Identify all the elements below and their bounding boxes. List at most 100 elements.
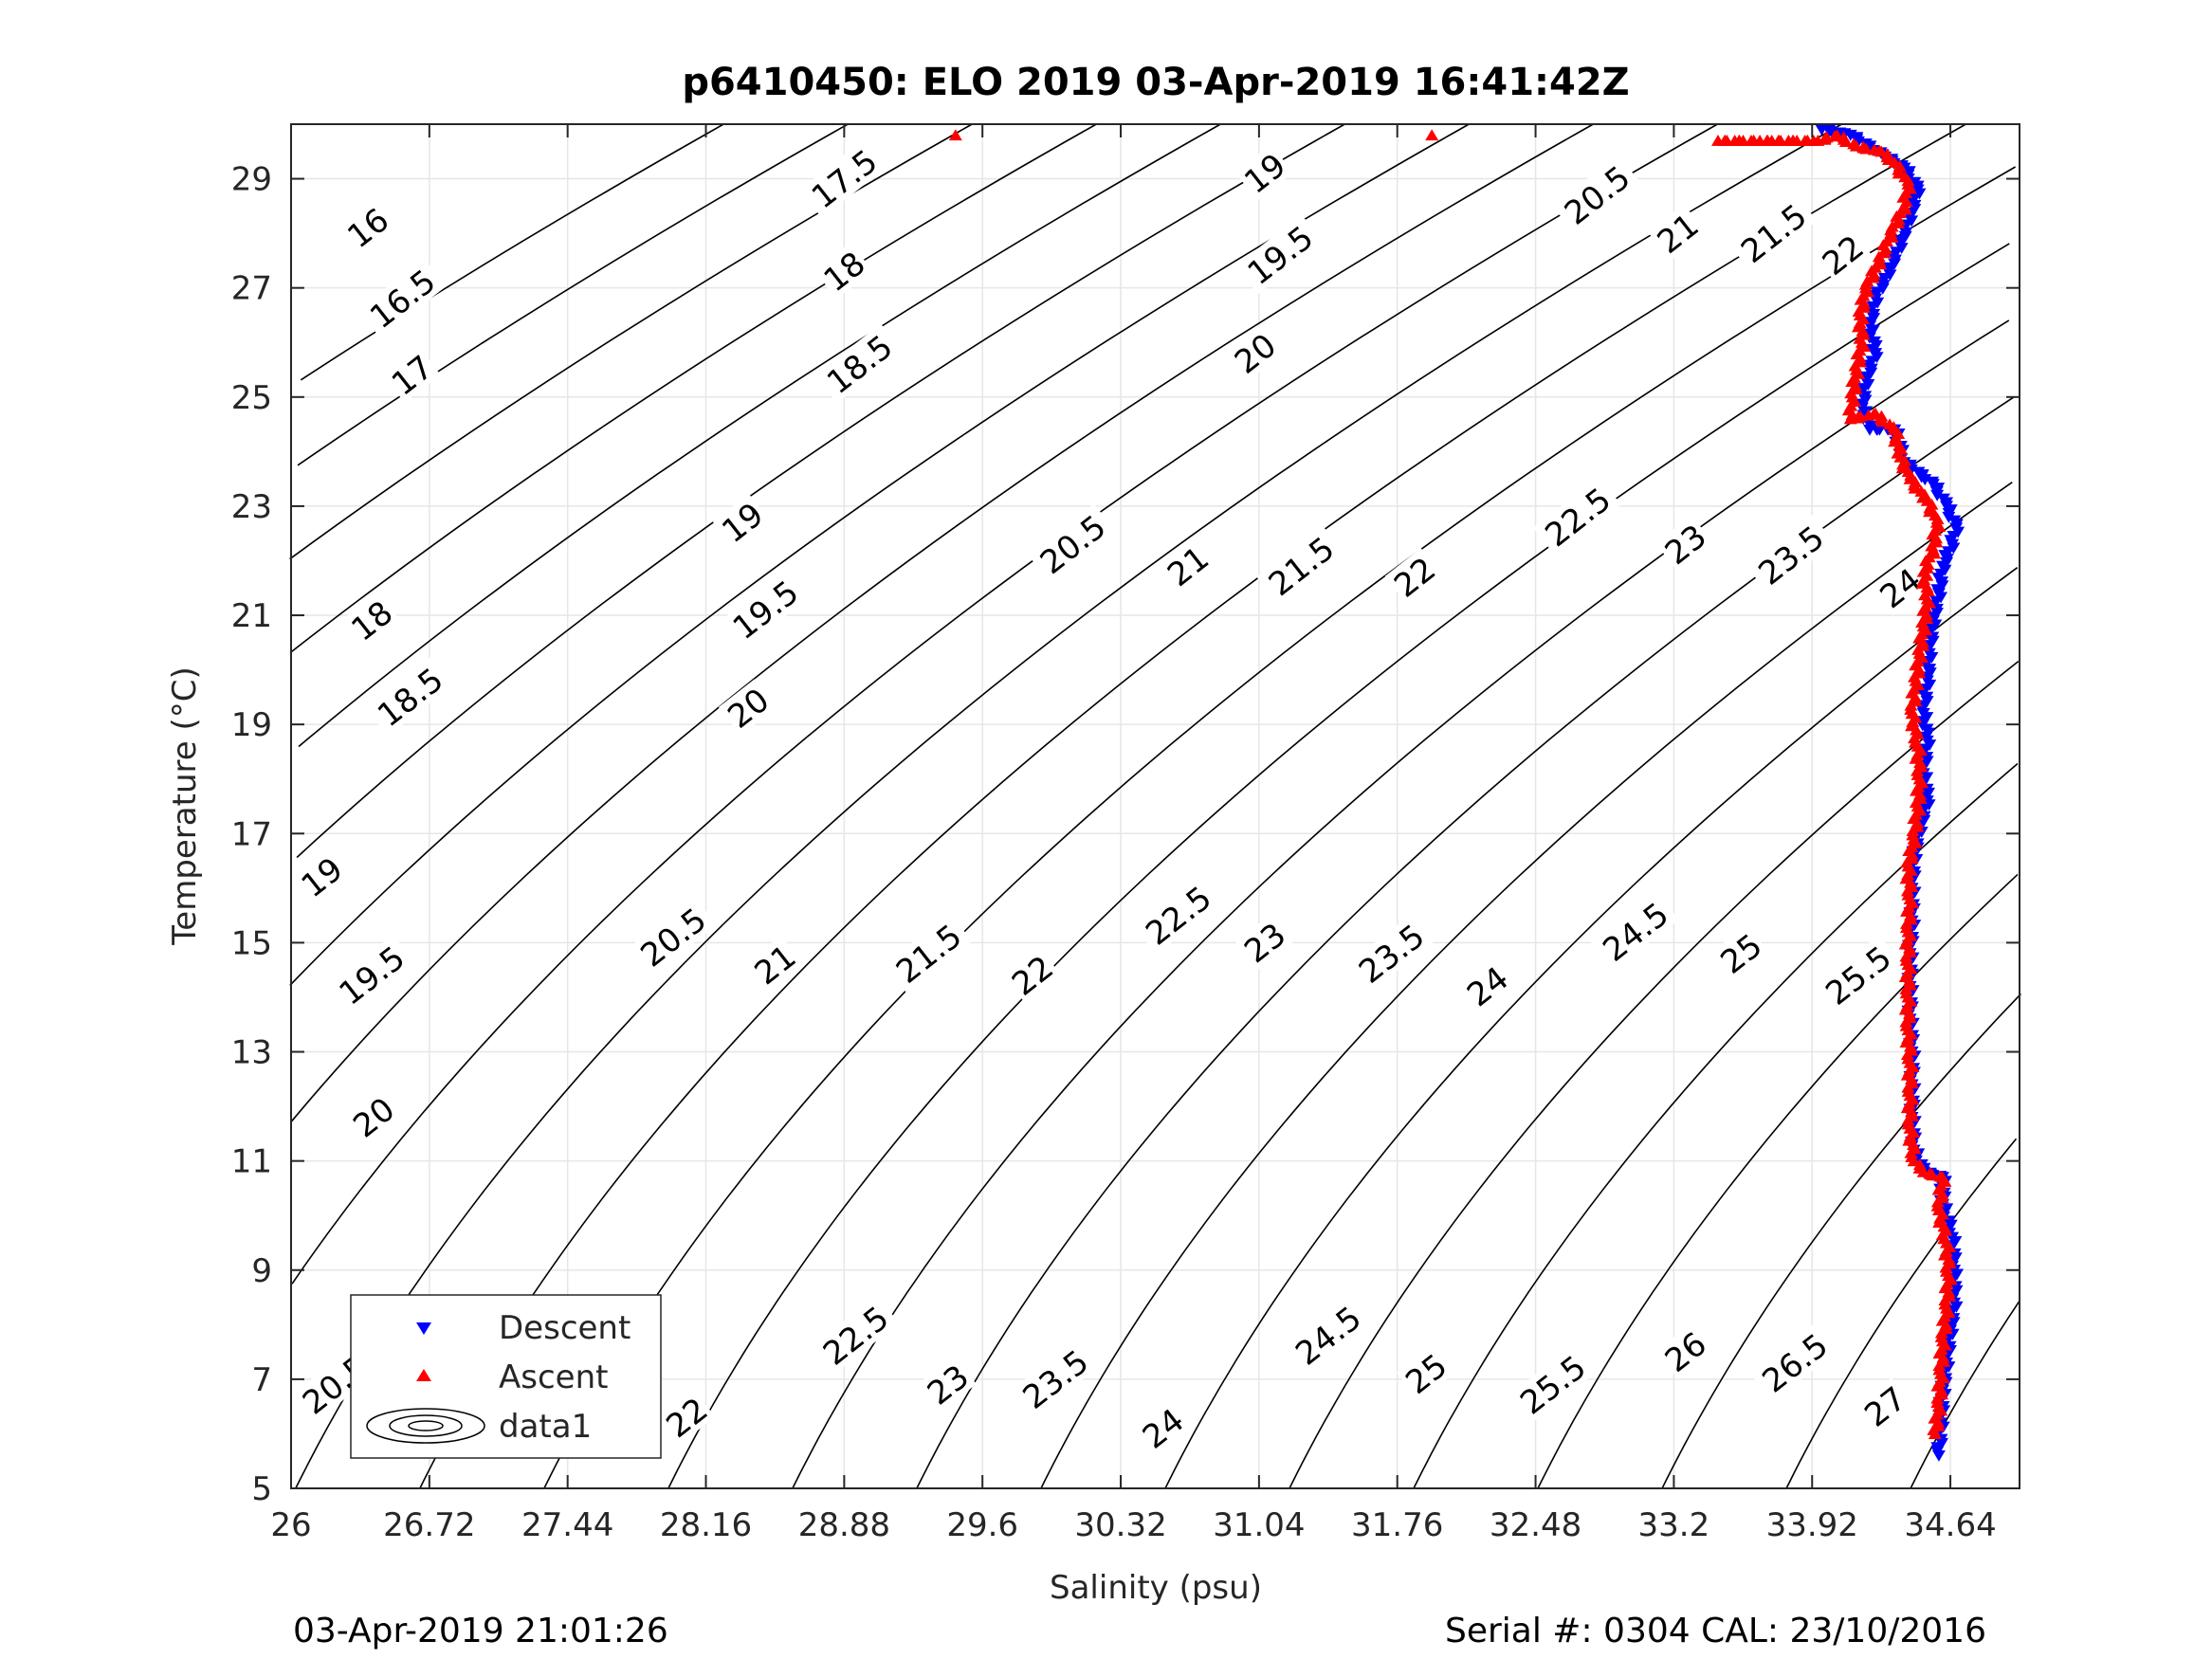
data-point	[1888, 258, 1902, 270]
data-point	[1864, 367, 1878, 379]
isopycnal-label-bg	[1011, 1339, 1099, 1419]
legend-ascent-marker	[416, 1369, 431, 1381]
x-tick-label: 32.48	[1490, 1506, 1581, 1544]
y-tick-label: 29	[231, 161, 272, 199]
x-tick-label: 30.32	[1074, 1506, 1166, 1544]
data-point	[1926, 1169, 1940, 1181]
legend-descent-label: Descent	[499, 1309, 631, 1347]
isopycnal-label-bg	[814, 242, 873, 300]
isopycnal-label-bg	[712, 493, 771, 551]
isopycnal-label-bg	[1855, 1377, 1914, 1434]
y-tick-label: 19	[231, 706, 272, 744]
y-tick-label: 15	[231, 924, 272, 962]
isopycnal-label-bg	[884, 913, 973, 994]
isopycnal-label-bg	[918, 1356, 977, 1413]
y-axis-ticks: 5 7 9 11 13 15 17 19 21 23 25 27 29	[231, 161, 2020, 1508]
y-tick-label: 17	[231, 815, 272, 853]
isopycnal-label-bg	[1655, 1322, 1714, 1380]
data-point	[1859, 142, 1874, 155]
y-tick-label: 11	[231, 1143, 272, 1181]
isopycnal-label-bg	[1813, 226, 1872, 283]
isopycnal-line	[1785, 1138, 2018, 1489]
x-axis-ticks: 26 26.72 27.44 28.16 28.88 29.6 30.32 31.04 31.7…	[270, 124, 1997, 1544]
x-tick-label: 31.04	[1213, 1506, 1305, 1544]
x-tick-label: 33.2	[1638, 1506, 1710, 1544]
y-tick-label: 27	[231, 270, 272, 308]
isopycnal-label-bg	[338, 198, 396, 256]
isopycnal-line	[300, 123, 724, 381]
isopycnal-label-bg	[1711, 924, 1770, 981]
y-tick-label: 23	[231, 488, 272, 526]
data-point	[1931, 1449, 1946, 1462]
isopycnal-label-bg	[1508, 1343, 1597, 1424]
y-tick-label: 21	[231, 597, 272, 635]
isopycnal-label-bg	[357, 258, 447, 338]
x-axis-label: Salinity (psu)	[1050, 1569, 1262, 1607]
isopycnal-label-bg	[1750, 1322, 1838, 1402]
isopycnal-label-bg	[1746, 514, 1835, 594]
x-tick-label: 28.88	[798, 1506, 890, 1544]
x-tick-label: 26	[270, 1506, 311, 1544]
x-tick-label: 34.64	[1904, 1506, 1996, 1544]
isopycnal-line	[543, 166, 2017, 1489]
isopycnal-line	[1910, 1300, 2020, 1489]
legend-data1-label: data1	[499, 1408, 592, 1446]
legend-contour-icon	[366, 1408, 485, 1444]
legend-descent-marker	[416, 1322, 431, 1335]
x-tick-label: 31.76	[1351, 1506, 1443, 1544]
isopycnal-line	[289, 123, 1470, 986]
isopycnal-label-bg	[382, 346, 441, 403]
legend-box	[350, 1294, 662, 1459]
isopycnal-line	[295, 123, 1842, 1489]
isopycnal-line	[1661, 993, 2021, 1489]
data-point	[1930, 489, 1945, 501]
isopycnal-label-bg	[1552, 154, 1641, 235]
isopycnal-label-bg	[365, 656, 454, 737]
footer-timestamp: 03-Apr-2019 21:01:26	[293, 1612, 668, 1650]
isopycnal-label-bg	[1384, 548, 1443, 605]
isopycnal-label-bg	[1158, 537, 1216, 594]
y-tick-label: 7	[251, 1361, 272, 1399]
grid	[291, 124, 2020, 1488]
data-point	[1425, 129, 1439, 141]
isopycnal-label-bg	[1256, 525, 1345, 606]
isopycnal-label-bg	[1283, 1294, 1372, 1376]
data-point	[1928, 1428, 1942, 1440]
isopycnal-line	[297, 123, 849, 466]
isopycnal-label-bg	[1871, 558, 1929, 616]
isopycnal-label-bg	[1234, 913, 1293, 971]
isopycnal-label-bg	[1225, 324, 1284, 381]
data-point	[1942, 511, 1956, 523]
isopycnal-line	[1164, 567, 2019, 1489]
isopycnal-label-bg	[343, 1088, 403, 1145]
data-series	[948, 124, 1965, 1462]
isopycnal-label-bg	[718, 679, 777, 736]
isopycnal-label-bg	[1655, 515, 1714, 573]
y-tick-label: 13	[231, 1034, 272, 1072]
y-tick-label: 5	[251, 1470, 272, 1508]
isopycnal-label-bg	[1590, 891, 1679, 972]
isopycnal-label-bg	[1133, 874, 1222, 955]
isopycnal-line	[667, 243, 2010, 1489]
isopycnal-line	[1040, 482, 2013, 1489]
isopycnal-line	[1413, 762, 2019, 1489]
legend: Descent Ascent data1	[350, 1294, 662, 1459]
axes-box	[290, 123, 2020, 1489]
data-point	[1892, 167, 1906, 179]
isopycnal-label-bg	[327, 935, 415, 1015]
isopycnal-label-bg	[814, 323, 904, 404]
y-tick-label: 9	[251, 1252, 272, 1290]
isopycnal-label-bg	[1533, 476, 1621, 556]
x-tick-label: 29.6	[946, 1506, 1018, 1544]
isopycnal-label-bg	[721, 569, 810, 649]
isopycnal-label-bg	[1133, 1399, 1192, 1456]
x-tick-label: 26.72	[383, 1506, 475, 1544]
legend-ascent-label: Ascent	[499, 1358, 608, 1396]
y-tick-label: 25	[231, 379, 272, 417]
data-point	[1898, 230, 1912, 243]
data-point	[1875, 415, 1890, 428]
isopycnal-line	[419, 123, 1966, 1489]
isopycnal-label-bg	[1648, 204, 1707, 262]
isopycnal-label-bg	[292, 848, 351, 905]
